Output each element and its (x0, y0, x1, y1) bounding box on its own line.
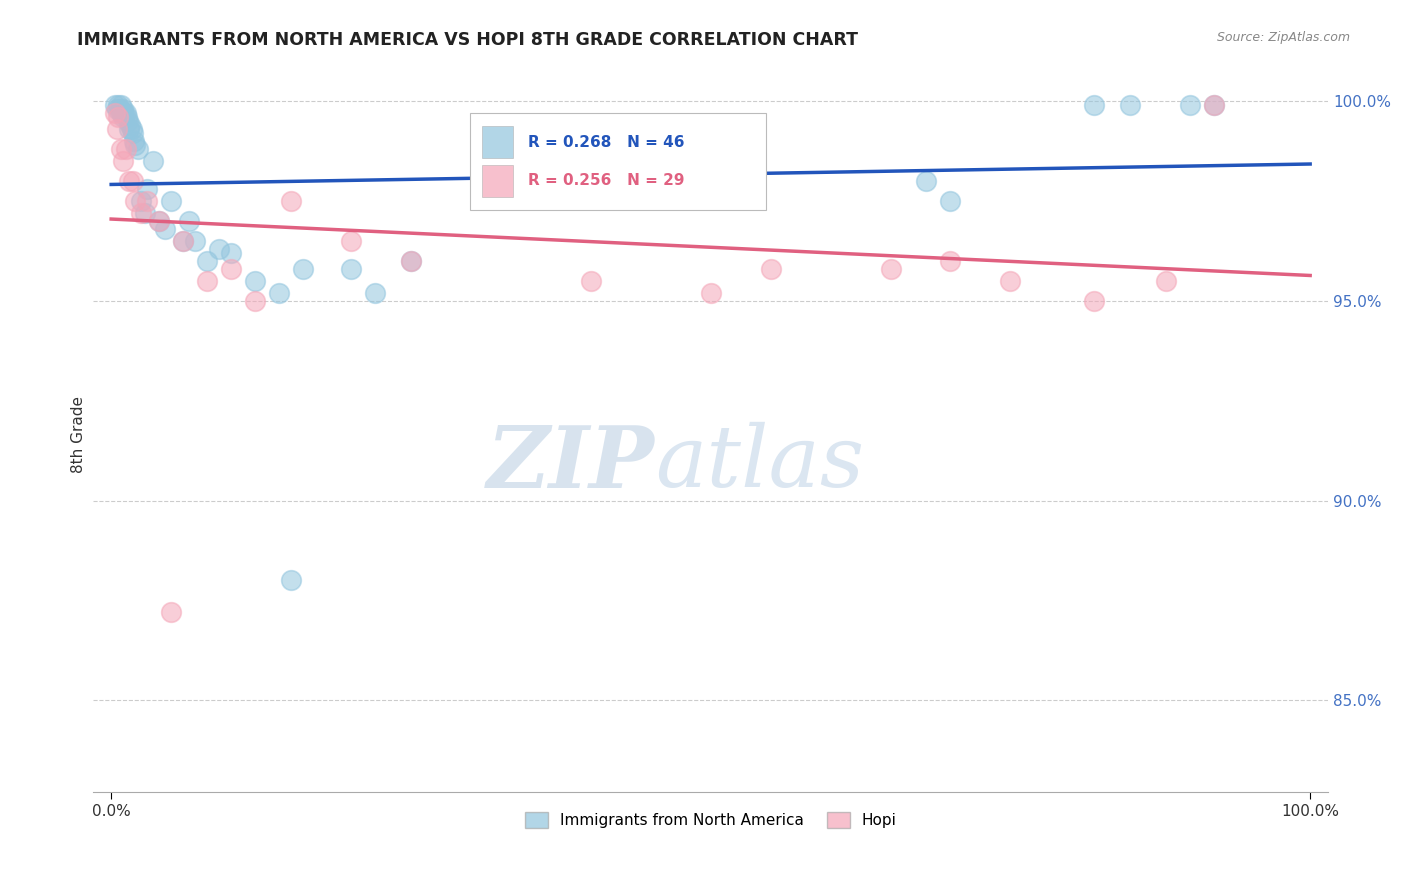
Point (915, 174, 938, 188)
Point (104, 98, 127, 112)
Point (120, 119, 142, 133)
Point (105, 103, 128, 117)
Point (111, 106, 134, 120)
Point (104, 106, 127, 120)
Point (160, 194, 183, 209)
Point (117, 114, 139, 128)
Point (579, 274, 602, 288)
Point (112, 111, 135, 125)
Point (105, 122, 128, 136)
Point (340, 262, 363, 277)
Point (243, 293, 266, 308)
Point (195, 254, 218, 268)
Point (340, 234, 363, 248)
Point (148, 214, 170, 228)
Point (1154, 274, 1177, 288)
Point (127, 142, 149, 156)
Point (124, 138, 146, 153)
Point (184, 234, 207, 248)
Point (267, 285, 290, 300)
Point (364, 285, 387, 300)
FancyBboxPatch shape (482, 165, 513, 197)
Text: atlas: atlas (655, 422, 865, 505)
Point (115, 111, 138, 125)
Point (1180, 98, 1202, 112)
Point (110, 142, 132, 156)
Y-axis label: 8th Grade: 8th Grade (72, 396, 86, 473)
FancyBboxPatch shape (470, 113, 766, 210)
Point (1000, 274, 1022, 288)
Point (1083, 98, 1105, 112)
Point (129, 206, 152, 220)
Legend: Immigrants from North America, Hopi: Immigrants from North America, Hopi (519, 806, 903, 834)
Point (136, 194, 159, 209)
Point (939, 194, 962, 209)
Point (939, 254, 962, 268)
Text: ZIP: ZIP (488, 422, 655, 505)
Text: IMMIGRANTS FROM NORTH AMERICA VS HOPI 8TH GRADE CORRELATION CHART: IMMIGRANTS FROM NORTH AMERICA VS HOPI 8T… (77, 31, 858, 49)
Point (148, 214, 170, 228)
Point (136, 182, 159, 196)
Point (280, 574, 302, 588)
Point (1119, 98, 1142, 112)
Point (699, 285, 721, 300)
Point (1204, 98, 1226, 112)
Point (172, 234, 194, 248)
Text: R = 0.256   N = 29: R = 0.256 N = 29 (527, 173, 685, 188)
Point (112, 103, 135, 117)
Point (121, 126, 143, 140)
Point (160, 605, 183, 619)
FancyBboxPatch shape (482, 126, 513, 158)
Point (118, 174, 141, 188)
Point (243, 274, 266, 288)
Point (759, 262, 782, 277)
Point (142, 154, 165, 169)
Point (112, 154, 135, 169)
Point (153, 222, 176, 236)
Point (208, 242, 231, 256)
Point (110, 106, 132, 120)
Point (1083, 293, 1105, 308)
Point (112, 106, 135, 120)
Point (280, 194, 302, 209)
Point (134, 206, 156, 220)
Point (118, 122, 141, 136)
Point (121, 122, 143, 136)
Point (124, 194, 146, 209)
Point (219, 262, 242, 277)
Point (292, 262, 315, 277)
Point (129, 194, 152, 209)
Point (219, 246, 242, 260)
Point (110, 98, 132, 112)
Point (399, 254, 422, 268)
Point (121, 174, 143, 188)
Point (107, 98, 129, 112)
Point (107, 111, 129, 125)
Point (114, 106, 136, 120)
Point (172, 234, 194, 248)
Point (195, 274, 218, 288)
Point (122, 134, 145, 148)
Point (879, 262, 901, 277)
Text: Source: ZipAtlas.com: Source: ZipAtlas.com (1216, 31, 1350, 45)
Point (399, 254, 422, 268)
Text: R = 0.268   N = 46: R = 0.268 N = 46 (527, 135, 685, 150)
Point (177, 214, 200, 228)
Point (108, 103, 131, 117)
Point (114, 142, 136, 156)
Point (1204, 98, 1226, 112)
